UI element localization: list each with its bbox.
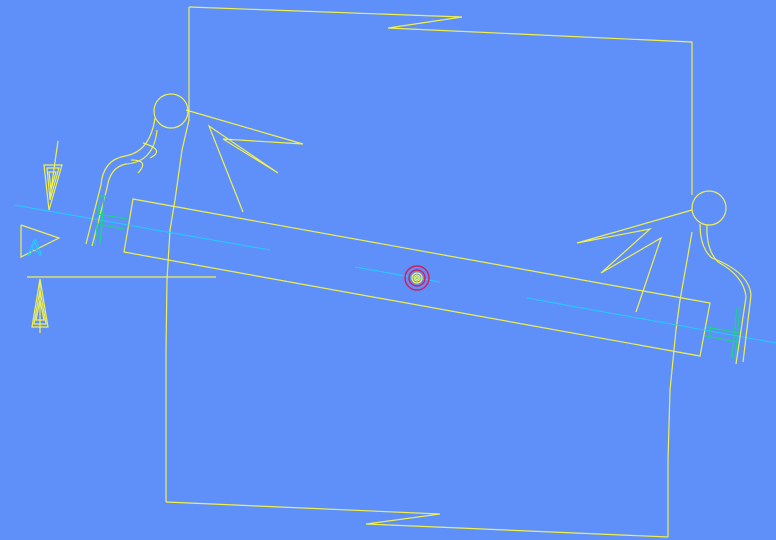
frame-right-edge xyxy=(667,231,693,537)
pivot-inner-ring xyxy=(408,269,426,287)
pivot-marker xyxy=(404,265,430,291)
tilted-beam xyxy=(123,198,711,357)
pivot-core-1 xyxy=(411,272,423,284)
pivot-core-2 xyxy=(413,274,421,282)
left-end-clamp xyxy=(94,195,128,247)
centerline-middle xyxy=(354,266,441,283)
right-lightning-symbol xyxy=(576,209,693,313)
pivot-outer-ring xyxy=(404,265,430,291)
right-end-clamp xyxy=(704,306,741,361)
arrow-top-inner xyxy=(48,171,57,191)
section-label-a: A xyxy=(28,236,42,260)
left-hook-outer xyxy=(85,117,156,245)
arrow-top-outer xyxy=(43,164,63,211)
left-hook-arc-2 xyxy=(130,159,144,174)
left-lightning-symbol xyxy=(185,109,304,213)
beam-outline xyxy=(123,198,711,357)
frame-left-edge xyxy=(165,7,190,502)
right-hook-outer xyxy=(699,223,752,363)
right-ball xyxy=(691,190,727,226)
arrow-top-mid xyxy=(46,167,60,201)
pivot-core-3 xyxy=(414,275,420,281)
right-hook-assembly xyxy=(576,190,752,365)
section-arrow-top xyxy=(43,164,63,211)
left-hook-assembly xyxy=(85,93,304,247)
left-clamp-flange xyxy=(96,213,128,239)
section-frame xyxy=(165,6,693,538)
right-hook-inner xyxy=(706,224,747,365)
section-indicator: A xyxy=(20,140,216,333)
frame-top-break-line xyxy=(188,6,693,195)
right-clamp-flange xyxy=(704,325,741,343)
centerline-left xyxy=(13,204,271,251)
left-hook-arc-1 xyxy=(142,142,158,159)
frame-bottom-break-line xyxy=(165,501,669,538)
section-bracket xyxy=(20,224,61,258)
